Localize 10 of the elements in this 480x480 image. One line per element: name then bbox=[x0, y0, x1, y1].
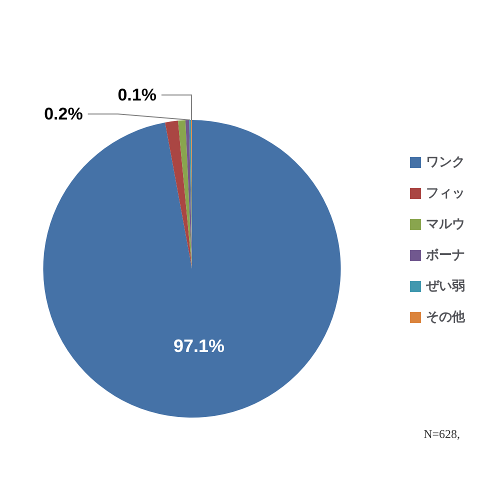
text: N=628, bbox=[424, 427, 460, 441]
data-label: 97.1% bbox=[174, 336, 225, 356]
data-label: 0.2% bbox=[44, 104, 83, 124]
legend-label: その他 bbox=[426, 310, 466, 325]
legend-label: フィッ bbox=[426, 186, 465, 201]
legend-label: ボーナ bbox=[425, 248, 465, 263]
legend-label: ぜい弱 bbox=[425, 279, 465, 294]
legend-label: マルウ bbox=[426, 217, 465, 232]
data-label: 0.1% bbox=[118, 86, 156, 104]
legend-label: ワンク bbox=[426, 155, 465, 170]
